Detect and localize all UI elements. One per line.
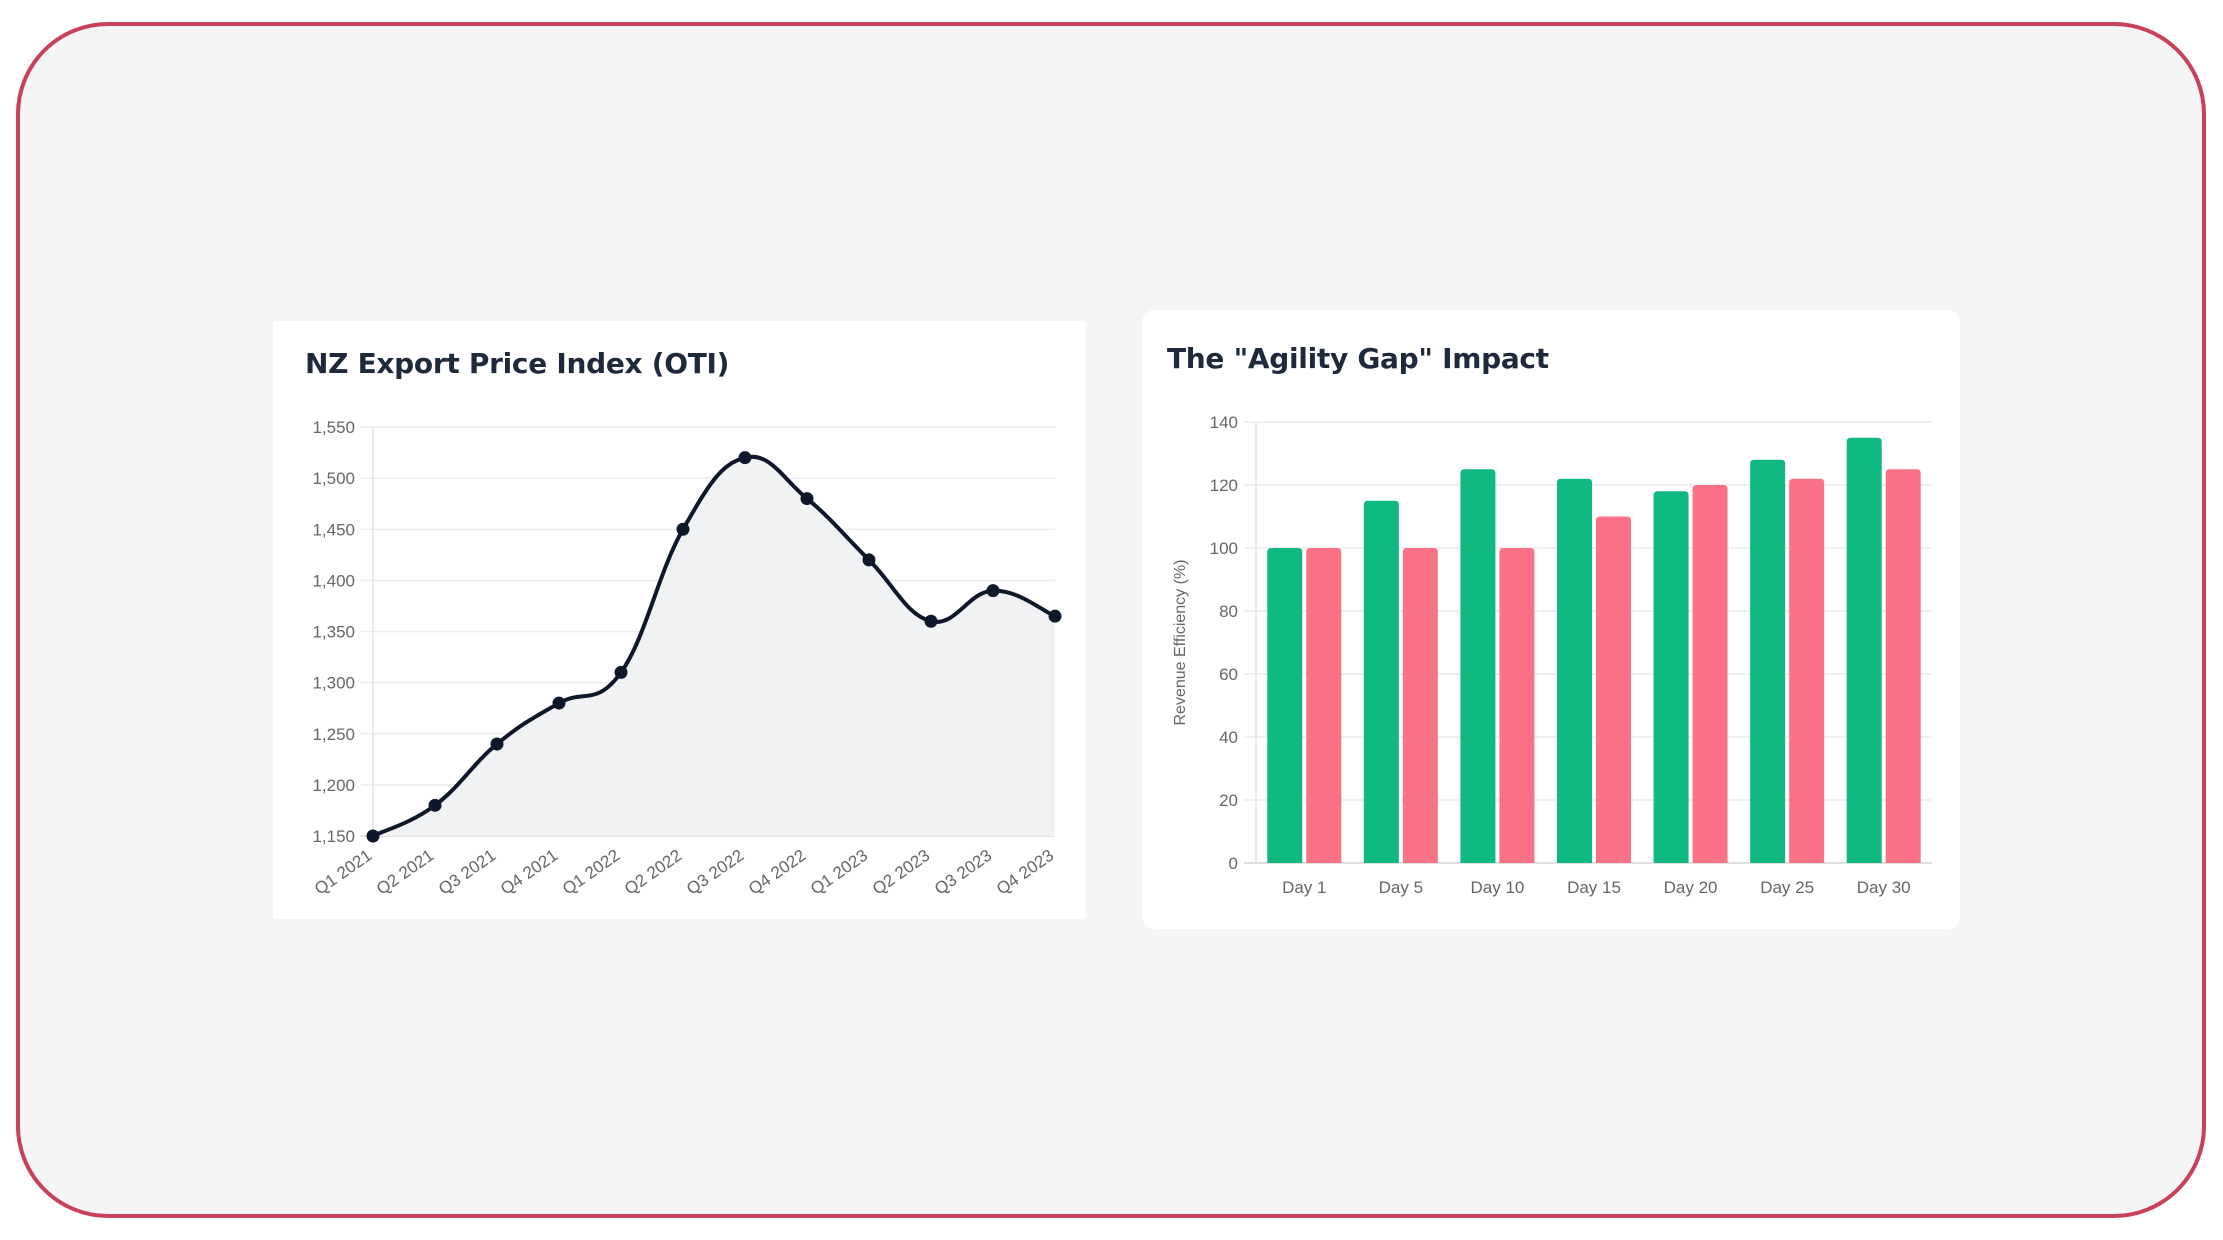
x-tick-label: Q1 2021 bbox=[311, 846, 375, 899]
agility-gap-card: The "Agility Gap" Impact 0 20 40 60 80 100 120… bbox=[1142, 310, 1960, 929]
bar-green[interactable] bbox=[1460, 469, 1496, 863]
x-tick-label: Day 10 bbox=[1470, 878, 1524, 897]
bar-pink[interactable] bbox=[1499, 548, 1535, 863]
x-tick-label: Q3 2021 bbox=[435, 846, 499, 899]
x-tick-label: Q3 2022 bbox=[683, 846, 747, 899]
data-point[interactable] bbox=[490, 737, 504, 751]
x-tick-label: Q4 2022 bbox=[745, 846, 809, 899]
x-tick-label: Day 25 bbox=[1760, 878, 1814, 897]
bar-green[interactable] bbox=[1267, 548, 1303, 863]
y-tick-label: 1,550 bbox=[312, 418, 355, 437]
x-tick-label: Day 30 bbox=[1857, 878, 1911, 897]
bar-pink[interactable] bbox=[1306, 548, 1342, 863]
data-point[interactable] bbox=[1048, 609, 1062, 623]
y-tick-label: 1,300 bbox=[312, 674, 355, 693]
x-tick-label: Day 20 bbox=[1664, 878, 1718, 897]
y-tick-label: 120 bbox=[1210, 476, 1238, 495]
y-tick-label: 20 bbox=[1219, 791, 1238, 810]
data-point[interactable] bbox=[862, 553, 876, 567]
bar-chart: 0 20 40 60 80 100 120 140 Revenue Efficiency (%)… bbox=[1172, 413, 1932, 897]
x-tick-label: Q1 2022 bbox=[559, 846, 623, 899]
data-point[interactable] bbox=[428, 798, 442, 812]
area-fill bbox=[373, 456, 1055, 836]
bar-pink[interactable] bbox=[1789, 478, 1825, 863]
x-tick-label: Q4 2021 bbox=[497, 846, 561, 899]
bar-pink[interactable] bbox=[1596, 516, 1631, 864]
y-tick-label: 1,400 bbox=[312, 571, 355, 590]
x-tick-label: Day 15 bbox=[1567, 878, 1621, 897]
x-tick-label: Q4 2023 bbox=[993, 846, 1057, 899]
data-point[interactable] bbox=[614, 665, 628, 679]
data-point[interactable] bbox=[366, 829, 380, 843]
y-tick-label: 60 bbox=[1219, 665, 1238, 684]
data-point[interactable] bbox=[738, 451, 752, 465]
y-tick-label: 1,250 bbox=[312, 725, 355, 744]
y-tick-label: 140 bbox=[1210, 413, 1238, 432]
data-point[interactable] bbox=[986, 584, 1000, 598]
export-price-index-card: NZ Export Price Index (OTI) 1,150 1,200 1,… bbox=[273, 321, 1085, 919]
x-tick-label: Q2 2023 bbox=[869, 846, 933, 899]
x-tick-label: Q2 2022 bbox=[621, 846, 685, 899]
bar-green[interactable] bbox=[1750, 459, 1786, 863]
line-chart: 1,150 1,200 1,250 1,300 1,350 1,400 1,450 1,500… bbox=[311, 418, 1062, 899]
y-tick-label: 1,200 bbox=[312, 776, 355, 795]
bar-green[interactable] bbox=[1846, 437, 1882, 863]
x-tick-label: Q2 2021 bbox=[373, 846, 437, 899]
y-tick-label: 100 bbox=[1210, 539, 1238, 558]
line-chart-title: NZ Export Price Index (OTI) bbox=[305, 347, 730, 380]
data-point[interactable] bbox=[552, 696, 566, 710]
data-point[interactable] bbox=[676, 522, 690, 536]
x-tick-label: Q3 2023 bbox=[931, 846, 995, 899]
x-tick-label: Day 5 bbox=[1379, 878, 1423, 897]
y-tick-label: 0 bbox=[1229, 854, 1238, 873]
bar-chart-title: The "Agility Gap" Impact bbox=[1167, 342, 1549, 375]
y-tick-label: 40 bbox=[1219, 728, 1238, 747]
y-tick-label: 1,450 bbox=[312, 520, 355, 539]
bar-green[interactable] bbox=[1363, 500, 1399, 863]
data-point[interactable] bbox=[800, 492, 814, 506]
bar-pink[interactable] bbox=[1885, 469, 1921, 863]
x-tick-label: Day 1 bbox=[1282, 878, 1326, 897]
bar-green[interactable] bbox=[1557, 478, 1592, 863]
bar-pink[interactable] bbox=[1402, 548, 1438, 863]
y-axis-title: Revenue Efficiency (%) bbox=[1172, 560, 1189, 726]
y-tick-label: 80 bbox=[1219, 602, 1238, 621]
y-tick-label: 1,150 bbox=[312, 827, 355, 846]
bar-green[interactable] bbox=[1653, 491, 1689, 863]
y-tick-label: 1,350 bbox=[312, 623, 355, 642]
x-tick-label: Q1 2023 bbox=[807, 846, 871, 899]
bar-pink[interactable] bbox=[1692, 485, 1728, 863]
data-point[interactable] bbox=[924, 614, 938, 628]
y-tick-label: 1,500 bbox=[312, 469, 355, 488]
